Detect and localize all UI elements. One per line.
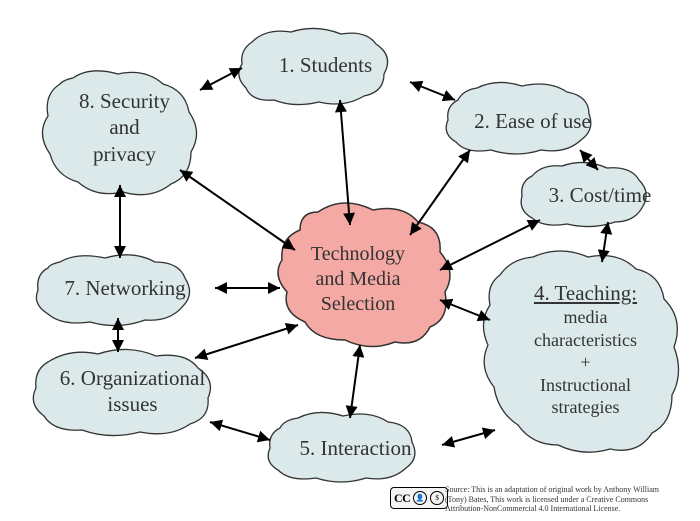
- node-3: 3. Cost/time: [520, 182, 680, 208]
- cc-label: CC: [394, 491, 410, 506]
- attribution-text: Source: This is an adaptation of origina…: [445, 485, 690, 514]
- center-line1: Technology: [311, 242, 405, 267]
- node-5: 5. Interaction: [268, 435, 443, 461]
- cc-nc-icon: $: [430, 491, 444, 505]
- node-1: 1. Students: [238, 52, 413, 78]
- cc-license-badge: CC 👤 $: [390, 487, 448, 509]
- center-line2: and Media: [316, 267, 401, 292]
- center-line3: Selection: [321, 292, 395, 317]
- diagram-canvas: { "diagram": { "type": "network", "backg…: [0, 0, 700, 521]
- node-8: 8. Security and privacy: [47, 88, 202, 167]
- center-node: Technology and Media Selection: [278, 242, 438, 317]
- node-4: 4. Teaching: media characteristics + Ins…: [488, 280, 683, 419]
- node-7: 7. Networking: [35, 275, 215, 301]
- node-2: 2. Ease of use: [445, 108, 620, 134]
- node-6: 6. Organizational issues: [35, 365, 230, 418]
- cc-by-icon: 👤: [413, 491, 427, 505]
